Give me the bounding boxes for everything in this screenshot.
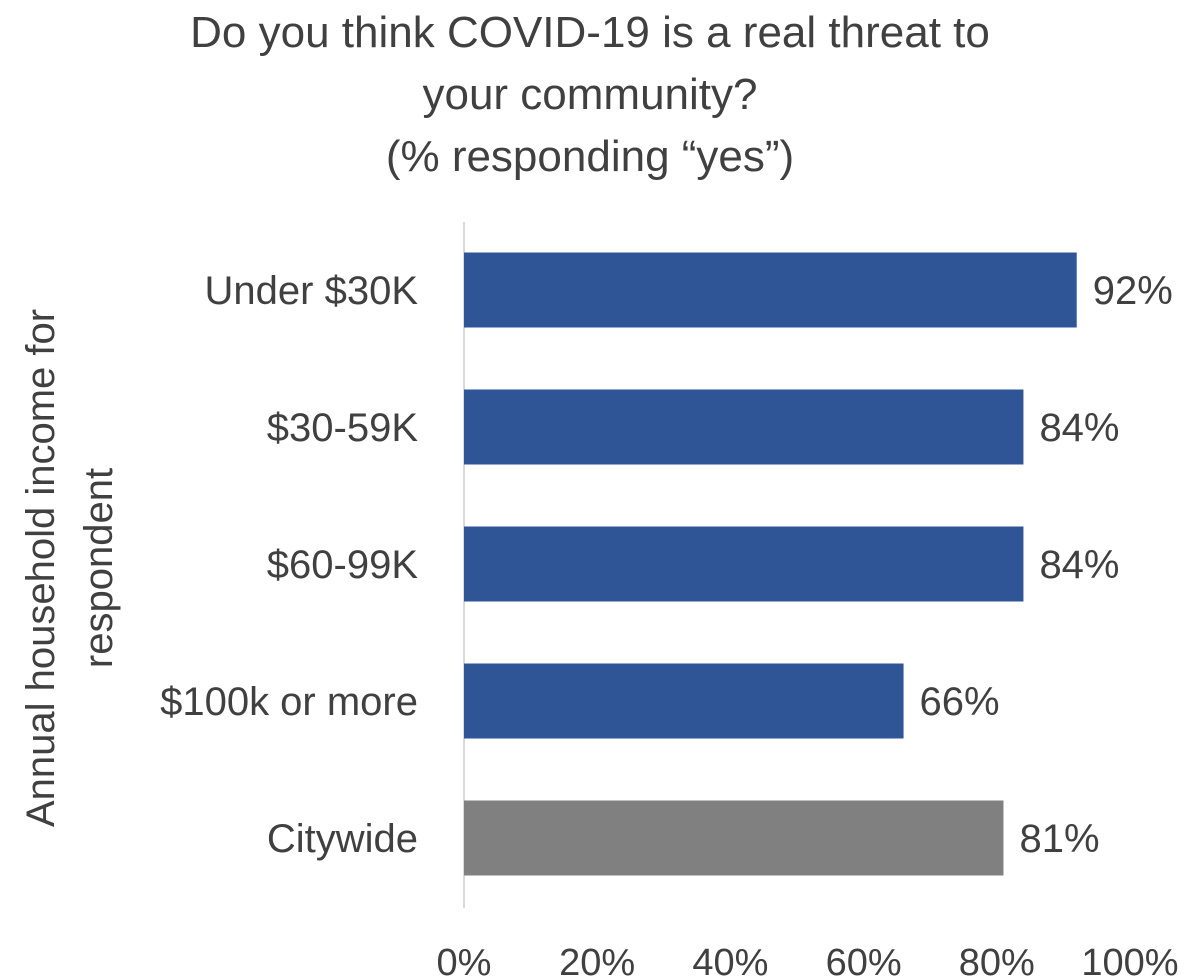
value-label-2: 84% <box>1039 543 1119 587</box>
bars-group <box>464 252 1077 876</box>
y-axis-title-line-1: Annual household income for <box>19 309 63 827</box>
value-label-3: 66% <box>920 680 1000 724</box>
bar-4 <box>464 800 1004 876</box>
chart-title-line-1: Do you think COVID-19 is a real threat t… <box>190 8 990 57</box>
category-label-0: Under $30K <box>205 269 419 313</box>
y-axis-title: Annual household income for respondent <box>19 309 121 827</box>
chart-title: Do you think COVID-19 is a real threat t… <box>0 2 1180 188</box>
value-label-0: 92% <box>1093 269 1173 313</box>
bar-1 <box>464 389 1024 465</box>
x-tick-label-2: 40% <box>692 942 768 978</box>
x-tick-label-1: 20% <box>559 942 635 978</box>
x-tick-label-0: 0% <box>437 942 492 978</box>
category-labels-group: Under $30K $30-59K $60-99K $100k or more Cit… <box>160 269 418 861</box>
y-axis-title-line-2: respondent <box>77 468 121 668</box>
category-label-3: $100k or more <box>160 680 418 724</box>
category-label-1: $30-59K <box>267 406 419 450</box>
bar-0 <box>464 252 1077 328</box>
chart-title-line-3: (% responding “yes”) <box>385 132 795 181</box>
x-tick-labels-group: 0% 20% 40% 60% 80% 100% <box>437 942 1179 978</box>
category-label-4: Citywide <box>267 817 418 861</box>
value-labels-group: 92% 84% 84% 66% 81% <box>920 269 1173 861</box>
bar-2 <box>464 526 1024 602</box>
value-label-1: 84% <box>1039 406 1119 450</box>
x-tick-label-5: 100% <box>1081 942 1178 978</box>
value-label-4: 81% <box>1019 817 1099 861</box>
chart-title-line-2: your community? <box>422 70 758 119</box>
x-tick-label-4: 80% <box>959 942 1035 978</box>
x-tick-label-3: 60% <box>826 942 902 978</box>
bar-3 <box>464 663 904 739</box>
category-label-2: $60-99K <box>267 543 419 587</box>
